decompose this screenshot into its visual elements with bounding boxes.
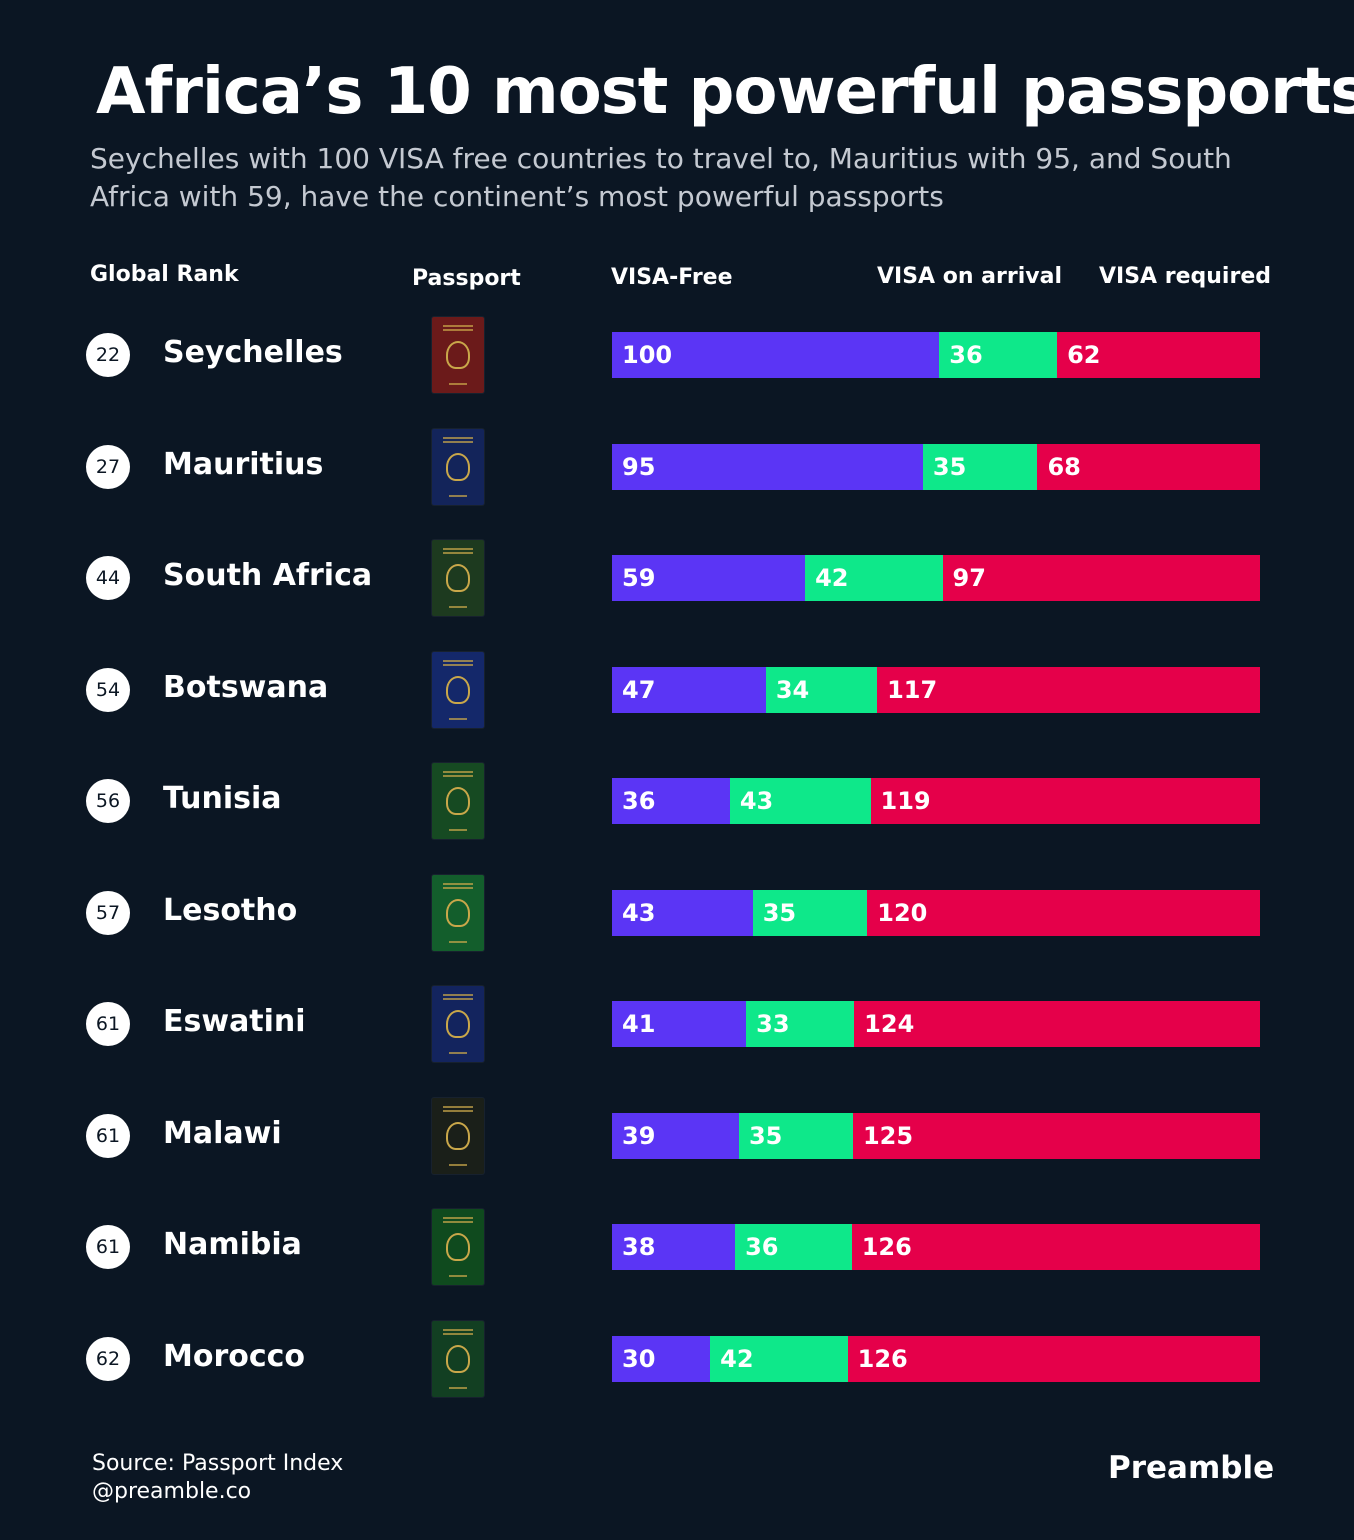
header-visa-free: VISA-Free xyxy=(611,265,733,290)
rank-badge: 61 xyxy=(86,1114,130,1158)
visa-on-arrival-segment: 36 xyxy=(735,1224,852,1270)
visa-free-segment: 100 xyxy=(612,332,940,378)
country-label: Eswatini xyxy=(163,1004,306,1039)
passport-cover-image xyxy=(432,986,484,1062)
visa-required-segment: 119 xyxy=(870,778,1260,824)
visa-required-segment: 126 xyxy=(851,1224,1260,1270)
passport-cover-image xyxy=(432,540,484,616)
stacked-bar: 47 34 117 xyxy=(612,667,1260,713)
country-label: Morocco xyxy=(163,1339,306,1374)
rank-badge: 61 xyxy=(86,1002,130,1046)
visa-required-segment: 120 xyxy=(867,890,1260,936)
rank-badge: 56 xyxy=(86,779,130,823)
stacked-bar: 30 42 126 xyxy=(612,1336,1260,1382)
stacked-bar: 95 35 68 xyxy=(612,444,1260,490)
header-global-rank: Global Rank xyxy=(90,262,239,287)
rank-badge: 57 xyxy=(86,891,130,935)
visa-required-segment: 117 xyxy=(877,667,1260,713)
rank-badge: 27 xyxy=(86,445,130,489)
visa-on-arrival-segment: 34 xyxy=(765,667,878,713)
visa-required-segment: 124 xyxy=(854,1001,1260,1047)
country-label: Seychelles xyxy=(163,335,343,370)
passport-cover-image xyxy=(432,429,484,505)
visa-required-segment: 97 xyxy=(942,555,1260,601)
country-label: Namibia xyxy=(163,1227,302,1262)
passport-cover-image xyxy=(432,763,484,839)
passport-cover-image xyxy=(432,317,484,393)
header-visa-on-arrival: VISA on arrival xyxy=(877,264,1062,289)
chart-subtitle: Seychelles with 100 VISA free countries … xyxy=(90,142,1232,213)
visa-on-arrival-segment: 43 xyxy=(729,778,871,824)
handle-text: @preamble.co xyxy=(92,1479,252,1504)
rank-badge: 44 xyxy=(86,556,130,600)
header-visa-required: VISA required xyxy=(1099,264,1271,289)
visa-on-arrival-segment: 35 xyxy=(752,890,868,936)
stacked-bar: 36 43 119 xyxy=(612,778,1260,824)
visa-free-segment: 47 xyxy=(612,667,766,713)
passport-cover-image xyxy=(432,875,484,951)
visa-free-segment: 43 xyxy=(612,890,753,936)
country-label: Tunisia xyxy=(163,781,282,816)
brand-logo: Preamble xyxy=(1108,1450,1275,1486)
passport-cover-image xyxy=(432,652,484,728)
stacked-bar: 39 35 125 xyxy=(612,1113,1260,1159)
stacked-bar: 100 36 62 xyxy=(612,332,1260,378)
visa-on-arrival-segment: 35 xyxy=(738,1113,853,1159)
passport-cover-image xyxy=(432,1209,484,1285)
visa-free-segment: 38 xyxy=(612,1224,736,1270)
stacked-bar: 38 36 126 xyxy=(612,1224,1260,1270)
visa-free-segment: 41 xyxy=(612,1001,747,1047)
visa-on-arrival-segment: 35 xyxy=(922,444,1038,490)
visa-free-segment: 95 xyxy=(612,444,923,490)
rank-badge: 22 xyxy=(86,333,130,377)
rank-badge: 61 xyxy=(86,1225,130,1269)
visa-on-arrival-segment: 42 xyxy=(710,1336,848,1382)
chart-title: Africa’s 10 most powerful passports xyxy=(96,55,1354,129)
visa-required-segment: 126 xyxy=(847,1336,1260,1382)
visa-on-arrival-segment: 33 xyxy=(746,1001,855,1047)
footer-source: Source: Passport Index @preamble.co xyxy=(92,1450,343,1506)
visa-on-arrival-segment: 42 xyxy=(805,555,943,601)
visa-free-segment: 59 xyxy=(612,555,806,601)
visa-required-segment: 68 xyxy=(1037,444,1260,490)
visa-free-segment: 39 xyxy=(612,1113,739,1159)
rank-badge: 54 xyxy=(86,668,130,712)
stacked-bar: 59 42 97 xyxy=(612,555,1260,601)
passport-cover-image xyxy=(432,1321,484,1397)
country-label: Lesotho xyxy=(163,893,298,928)
visa-required-segment: 125 xyxy=(852,1113,1260,1159)
country-label: South Africa xyxy=(163,558,373,593)
visa-required-segment: 62 xyxy=(1057,332,1260,378)
country-label: Botswana xyxy=(163,670,329,705)
visa-free-segment: 30 xyxy=(612,1336,711,1382)
stacked-bar: 41 33 124 xyxy=(612,1001,1260,1047)
rank-badge: 62 xyxy=(86,1337,130,1381)
visa-on-arrival-segment: 36 xyxy=(939,332,1058,378)
stacked-bar: 43 35 120 xyxy=(612,890,1260,936)
visa-free-segment: 36 xyxy=(612,778,730,824)
source-text: Source: Passport Index xyxy=(92,1451,344,1476)
passport-cover-image xyxy=(432,1098,484,1174)
country-label: Malawi xyxy=(163,1116,282,1151)
header-passport: Passport xyxy=(412,266,521,291)
country-label: Mauritius xyxy=(163,447,324,482)
